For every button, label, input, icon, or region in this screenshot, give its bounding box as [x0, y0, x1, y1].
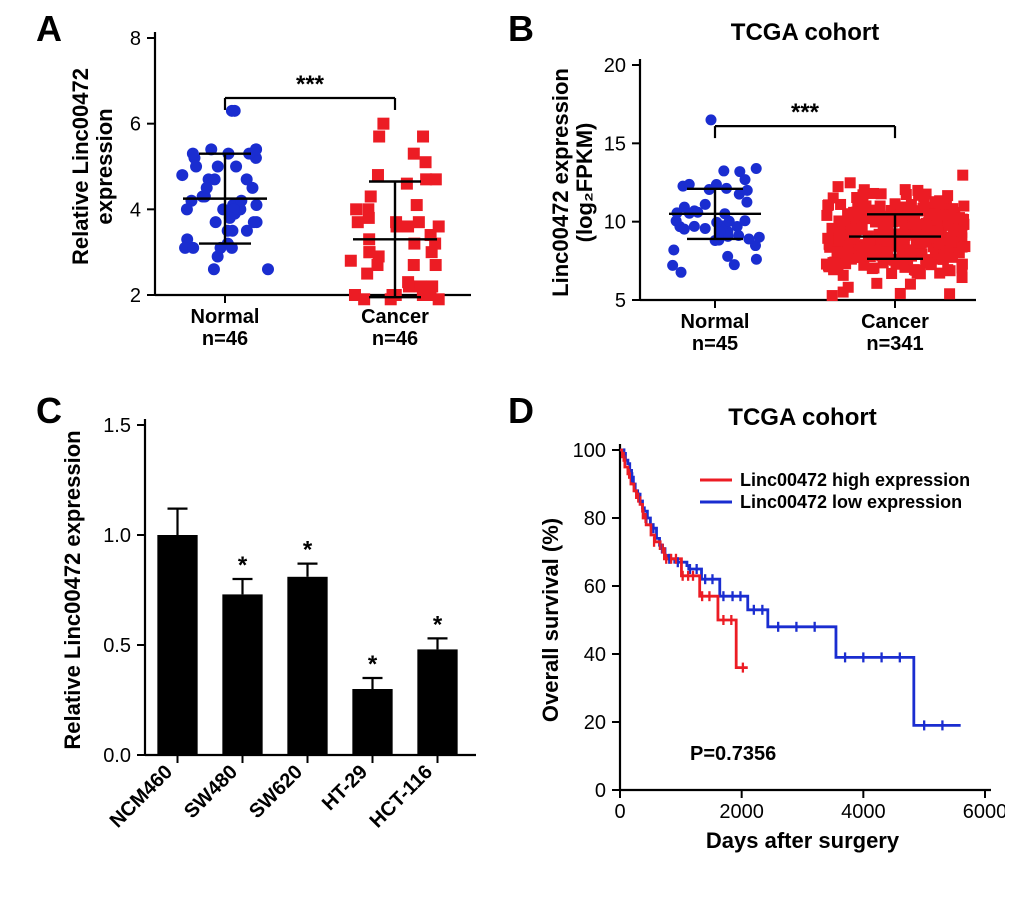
- svg-text:8: 8: [130, 28, 141, 50]
- svg-text:1.5: 1.5: [103, 415, 131, 437]
- svg-text:HCT-116: HCT-116: [366, 761, 437, 832]
- svg-text:P=0.7356: P=0.7356: [690, 743, 776, 765]
- svg-text:Overall survival (%): Overall survival (%): [538, 518, 563, 722]
- svg-text:10: 10: [604, 212, 626, 234]
- svg-text:100: 100: [573, 440, 606, 462]
- svg-text:n=46: n=46: [202, 328, 248, 350]
- svg-text:Linc00472 low expression: Linc00472 low expression: [740, 492, 962, 512]
- svg-text:15: 15: [604, 133, 626, 155]
- svg-text:4: 4: [130, 199, 141, 221]
- svg-text:Cancer: Cancer: [861, 311, 929, 333]
- svg-text:0: 0: [614, 801, 625, 823]
- svg-text:Linc00472 high expression: Linc00472 high expression: [740, 470, 970, 490]
- svg-text:Cancer: Cancer: [361, 306, 429, 328]
- svg-text:6000: 6000: [963, 801, 1005, 823]
- svg-text:Linc00472 expression: Linc00472 expression: [548, 68, 573, 297]
- svg-text:Relative Linc00472: Relative Linc00472: [68, 68, 93, 265]
- svg-text:*: *: [368, 651, 378, 678]
- svg-text:0.0: 0.0: [103, 745, 131, 767]
- svg-text:SW480: SW480: [180, 761, 242, 823]
- svg-text:(log₂FPKM): (log₂FPKM): [572, 123, 597, 243]
- svg-text:Normal: Normal: [681, 311, 750, 333]
- svg-text:expression: expression: [92, 108, 117, 224]
- svg-text:TCGA cohort: TCGA cohort: [731, 19, 879, 46]
- panel-a-chart: 2468Normaln=46Cancern=46Relative Linc004…: [50, 10, 490, 380]
- svg-text:2: 2: [130, 285, 141, 307]
- svg-text:20: 20: [604, 55, 626, 77]
- svg-text:*: *: [433, 611, 443, 638]
- svg-text:0: 0: [595, 780, 606, 802]
- svg-text:SW620: SW620: [245, 761, 307, 823]
- svg-text:n=341: n=341: [866, 333, 923, 355]
- panel-c-chart: 0.0 0.5 1.0 1.5 Relative Linc00472 expressio…: [50, 395, 490, 885]
- svg-text:Normal: Normal: [191, 306, 260, 328]
- panel-b-chart: TCGA cohort 5 10 15 20 Normaln=45 Cancern=341 L…: [530, 10, 995, 385]
- svg-text:Days after surgery: Days after surgery: [706, 828, 900, 853]
- svg-text:NCM460: NCM460: [106, 761, 177, 832]
- svg-text:6: 6: [130, 114, 141, 136]
- svg-text:n=45: n=45: [692, 333, 738, 355]
- svg-text:40: 40: [584, 644, 606, 666]
- svg-text:HT-29: HT-29: [318, 761, 372, 815]
- svg-text:1.0: 1.0: [103, 525, 131, 547]
- svg-text:2000: 2000: [719, 801, 764, 823]
- svg-text:20: 20: [584, 712, 606, 734]
- svg-text:n=46: n=46: [372, 328, 418, 350]
- svg-text:4000: 4000: [841, 801, 886, 823]
- svg-text:TCGA cohort: TCGA cohort: [728, 404, 876, 431]
- svg-text:*: *: [238, 552, 248, 579]
- svg-text:80: 80: [584, 508, 606, 530]
- svg-text:5: 5: [615, 290, 626, 312]
- svg-text:Relative Linc00472 expression: Relative Linc00472 expression: [60, 430, 85, 749]
- svg-text:***: ***: [791, 99, 820, 126]
- panel-d-chart: TCGA cohort 0 20 40 60 80 100 0 2000 4000 6000 Over…: [530, 395, 1005, 885]
- svg-text:***: ***: [296, 71, 325, 98]
- svg-text:*: *: [303, 537, 313, 564]
- svg-text:0.5: 0.5: [103, 635, 131, 657]
- svg-text:60: 60: [584, 576, 606, 598]
